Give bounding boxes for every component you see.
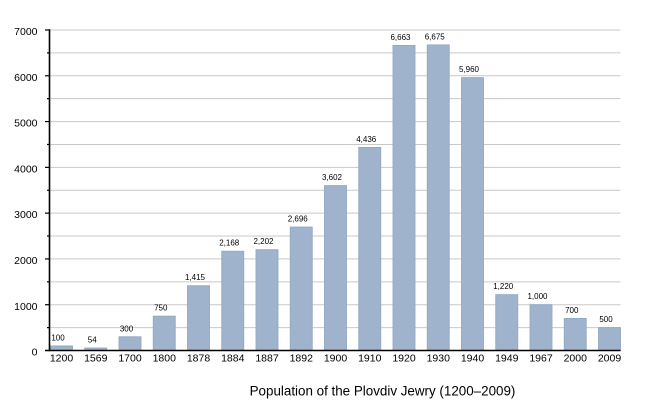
svg-text:2,696: 2,696 <box>288 215 309 224</box>
svg-text:1884: 1884 <box>221 353 245 365</box>
svg-text:1878: 1878 <box>187 353 211 365</box>
svg-text:1200: 1200 <box>50 353 74 365</box>
svg-text:2,168: 2,168 <box>219 239 240 248</box>
svg-text:Population of the Plovdiv Jewr: Population of the Plovdiv Jewry (1200–20… <box>250 384 516 399</box>
svg-text:54: 54 <box>88 336 97 345</box>
svg-text:4000: 4000 <box>14 163 38 175</box>
svg-text:1920: 1920 <box>392 353 416 365</box>
svg-text:1910: 1910 <box>358 353 382 365</box>
svg-text:1949: 1949 <box>495 353 519 365</box>
svg-text:2009: 2009 <box>598 353 622 365</box>
svg-text:1800: 1800 <box>153 353 177 365</box>
svg-text:1900: 1900 <box>324 353 348 365</box>
svg-text:1940: 1940 <box>461 353 485 365</box>
svg-text:1569: 1569 <box>84 353 108 365</box>
svg-text:1887: 1887 <box>255 353 279 365</box>
svg-text:5000: 5000 <box>14 118 38 130</box>
svg-text:4,436: 4,436 <box>356 135 377 144</box>
svg-text:6000: 6000 <box>14 72 38 84</box>
svg-text:1967: 1967 <box>529 353 553 365</box>
svg-text:0: 0 <box>32 347 38 359</box>
svg-text:750: 750 <box>154 304 168 313</box>
svg-text:1,000: 1,000 <box>527 292 548 301</box>
svg-text:1930: 1930 <box>427 353 451 365</box>
svg-text:1892: 1892 <box>290 353 314 365</box>
svg-text:2000: 2000 <box>14 255 38 267</box>
svg-text:700: 700 <box>565 306 579 315</box>
svg-text:100: 100 <box>51 333 65 342</box>
svg-text:6,663: 6,663 <box>390 33 411 42</box>
svg-text:3000: 3000 <box>14 209 38 221</box>
svg-text:1000: 1000 <box>14 301 38 313</box>
svg-text:7000: 7000 <box>14 26 38 38</box>
svg-text:500: 500 <box>599 315 613 324</box>
svg-text:300: 300 <box>120 324 134 333</box>
svg-text:5,960: 5,960 <box>459 65 480 74</box>
svg-text:2,202: 2,202 <box>253 237 274 246</box>
svg-text:1,415: 1,415 <box>185 273 206 282</box>
svg-text:1,220: 1,220 <box>493 282 514 291</box>
svg-text:2000: 2000 <box>564 353 588 365</box>
svg-text:6,675: 6,675 <box>425 32 446 41</box>
svg-text:1700: 1700 <box>118 353 142 365</box>
svg-text:3,602: 3,602 <box>322 173 343 182</box>
